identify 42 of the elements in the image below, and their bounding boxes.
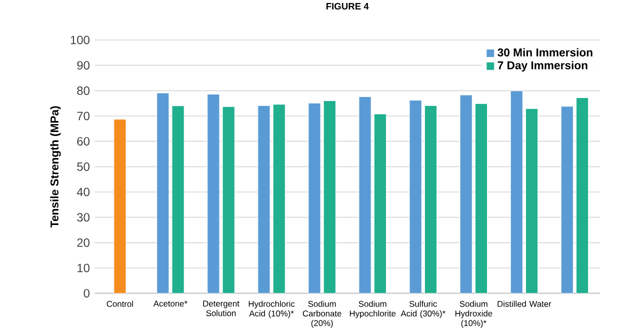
y-tick-label: 20 bbox=[77, 238, 90, 247]
bar bbox=[172, 106, 184, 294]
bar bbox=[576, 97, 589, 294]
y-tick-label: 50 bbox=[77, 162, 90, 171]
y-tick-label: 60 bbox=[77, 137, 90, 146]
bar bbox=[222, 106, 235, 294]
bar bbox=[374, 114, 387, 294]
bar bbox=[207, 94, 220, 294]
chart-title: FIGURE 4 bbox=[326, 2, 369, 10]
x-tick-label: Sodium Hypochlorite bbox=[350, 300, 396, 318]
bar bbox=[510, 90, 523, 294]
x-tick-label: Distilled Water bbox=[498, 300, 552, 307]
bar bbox=[525, 108, 538, 294]
y-tick-label: 0 bbox=[84, 289, 90, 298]
y-tick-label: 80 bbox=[77, 86, 90, 95]
bar bbox=[323, 100, 336, 294]
bar bbox=[409, 100, 422, 294]
x-tick-label: Acetone* bbox=[153, 300, 188, 307]
x-tick-label: Sodium Carbonate (20%) bbox=[302, 300, 342, 328]
y-tick-label: 90 bbox=[77, 61, 90, 70]
bar bbox=[308, 102, 321, 294]
y-tick-label: 30 bbox=[77, 213, 90, 222]
x-tick-label: Hydrochloric Acid (10%)* bbox=[248, 300, 295, 318]
legend-label: 7 Day Immersion bbox=[498, 61, 588, 72]
bar bbox=[560, 106, 574, 294]
x-tick-label: Sodium Hydroxide (10%)* bbox=[455, 300, 492, 328]
legend-label: 30 Min Immersion bbox=[498, 48, 592, 56]
bar bbox=[424, 105, 438, 294]
y-axis-title: Tensile Strength (MPa) bbox=[50, 106, 61, 228]
x-tick-label: Detergent Solution bbox=[203, 300, 240, 316]
x-tick-label: Sulfuric Acid (30%)* bbox=[400, 300, 446, 318]
bar bbox=[358, 96, 372, 294]
x-tick-label: Control bbox=[106, 300, 133, 307]
bar bbox=[258, 105, 270, 294]
bar bbox=[156, 92, 170, 294]
bar bbox=[460, 94, 472, 294]
y-tick-label: 10 bbox=[78, 264, 90, 272]
bar bbox=[272, 104, 286, 294]
bar bbox=[474, 103, 488, 294]
y-tick-label: 40 bbox=[76, 188, 90, 196]
y-tick-label: 100 bbox=[70, 36, 90, 44]
y-tick-label: 70 bbox=[77, 112, 90, 120]
